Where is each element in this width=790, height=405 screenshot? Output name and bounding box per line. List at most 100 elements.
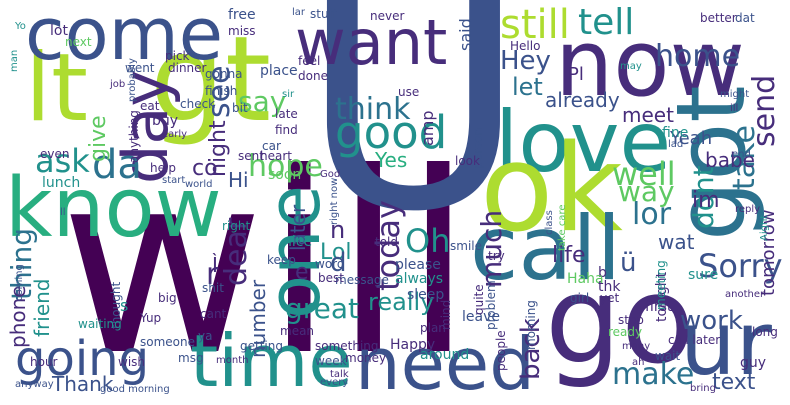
word-eat: eat [140,99,160,113]
word-money: money [345,351,387,365]
word-word: word [315,257,345,271]
word-start: start [162,175,186,186]
word-feel: feel [298,54,321,68]
word-thank: Thank [52,372,114,396]
word-amp: amp [418,110,437,146]
word-mean: mean [280,324,315,338]
word-yet: yet [600,291,620,305]
word-sure: sure [688,267,719,283]
word-aight: Aight [759,214,770,241]
word-need: need [355,322,535,405]
word-ask: ask [35,142,90,180]
word-lad: lad [668,139,684,150]
word-heart: heart [260,149,292,163]
word-ah: ah [632,357,645,368]
word-glyph: Ì [212,253,218,277]
word-pick: pick [165,49,190,63]
word-wait: wait [655,349,681,363]
word-use: use [398,85,420,99]
word-glyph: ü [620,248,637,278]
word-smile: smile [450,239,482,253]
word-hey: Hey [500,46,551,76]
word-sorry: Sorry [698,247,783,285]
word-keep: keep [267,253,296,267]
word-finish: finish [205,84,238,98]
word-pl: Pl [568,64,584,85]
word-life: life [552,243,586,268]
word-co: co [192,156,218,181]
word-place: place [260,63,298,79]
word-said: said [456,18,475,51]
word-call: call [470,197,622,300]
word-take-care: take care [557,204,568,251]
word-lunch: lunch [42,175,81,191]
word-stuff: stuff [310,7,337,21]
word-think: think [335,92,411,127]
word-bit: bit [232,101,248,115]
word-babe: babe [705,148,755,172]
word-going: going [15,331,150,387]
word-lot: lot [50,23,68,39]
word-lar: lar [292,7,306,18]
word-long: long [752,325,778,339]
word-good-morning: good morning [100,384,170,395]
word-bring: bring [690,383,716,394]
word-first: first [645,299,673,315]
word-getting: getting [240,339,283,353]
word-done: done [298,69,328,83]
word-u: U [300,0,527,280]
word-ll: ll [60,207,66,218]
word-told: told [375,235,398,249]
word-right-now: right now [329,177,340,225]
word-lt: lt [25,34,88,143]
word-want: want [295,6,448,79]
word-wat: wat [658,230,695,254]
word-went: went [125,61,155,75]
word-someone: someone [140,335,195,349]
word-thk: thk [598,279,621,295]
word-now: now [555,10,745,117]
word-every: every [320,377,349,388]
word-even: even [40,147,70,161]
word-shit: shit [202,281,224,295]
word-another: another [725,289,765,300]
word-around: around [420,347,470,363]
word-n: n [330,216,346,244]
word-already: already [545,88,620,112]
word-time: time [190,319,353,403]
word-anyway: anyway [15,379,54,390]
word-coming: coming [14,264,25,301]
word-buy: buy [152,113,179,129]
word-dat: dat [735,11,755,25]
word-look: look [455,154,480,168]
word-lol: Lol [320,240,352,265]
word-r: r [206,257,219,292]
word-ill: ill [730,103,739,114]
word-let: let [512,73,543,101]
word-tell: tell [578,2,635,43]
word-please: please [395,257,441,273]
word-know: know [5,161,222,256]
word-well: well [612,155,676,193]
word-job: job [110,79,126,90]
word-problem: problem [484,280,498,330]
word-wish: wish [118,355,146,369]
word-world: world [185,179,213,190]
word-god: God [320,169,341,180]
word-good: good [335,106,448,159]
word-s: s [120,296,129,315]
word-car: car [262,139,281,153]
word-home: home [655,39,741,74]
word-way: way [618,175,675,208]
word-lor: lor [632,197,672,232]
word-plan: plan [420,321,446,335]
word-friend: friend [30,278,54,338]
word-great: great [285,292,360,325]
word-check: check [180,97,216,111]
word-text: text [712,370,756,395]
word-message: message [335,273,389,287]
word-ur: ur [680,292,772,395]
word-miss: miss [228,24,256,38]
word-week: week [315,354,347,368]
